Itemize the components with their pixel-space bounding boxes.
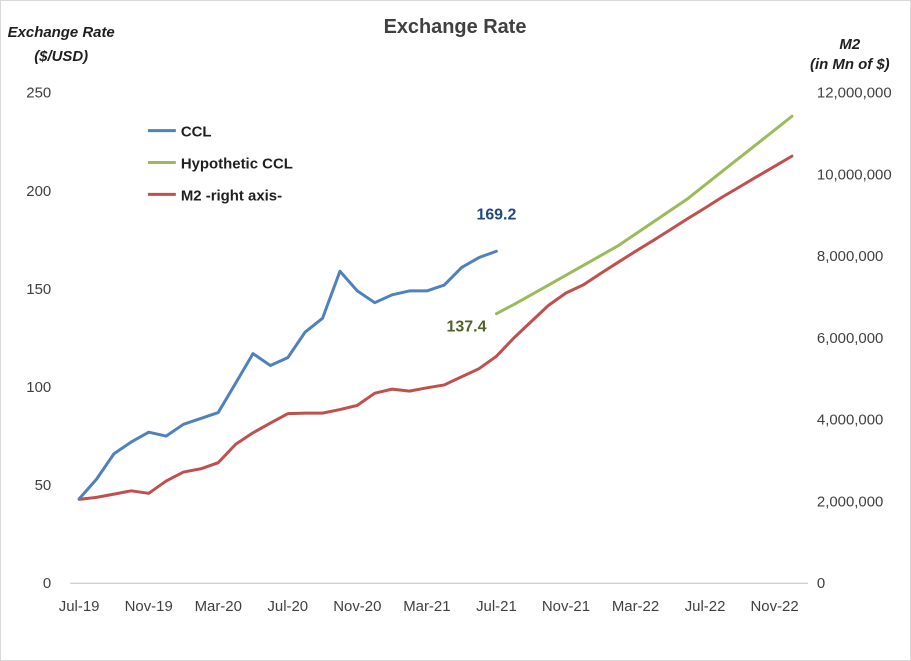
data-labels: 169.2 137.4	[447, 206, 517, 335]
right-tick-label: 8,000,000	[817, 248, 883, 265]
right-tick-label: 6,000,000	[817, 330, 883, 347]
legend-label-m2: M2 -right axis-	[181, 187, 282, 204]
data-label-ccl-end: 169.2	[476, 206, 516, 223]
x-tick-label: Nov-19	[125, 598, 173, 615]
series-lines	[77, 114, 794, 501]
right-axis-ticks: 0 2,000,000 4,000,000 6,000,000 8,000,000 10,…	[817, 85, 892, 593]
left-tick-label: 50	[35, 477, 52, 494]
data-label-hypothetic-start: 137.4	[447, 319, 487, 336]
left-tick-label: 100	[26, 379, 51, 396]
series-line-ccl	[77, 249, 498, 501]
series-line-m2	[77, 154, 794, 501]
right-tick-label: 10,000,000	[817, 166, 892, 183]
x-tick-label: Mar-22	[612, 598, 659, 615]
right-tick-label: 0	[817, 575, 825, 592]
left-axis-title-line1: Exchange Rate	[8, 24, 115, 41]
x-tick-label: Jul-19	[59, 598, 100, 615]
left-tick-label: 250	[26, 85, 51, 102]
left-tick-label: 0	[43, 575, 51, 592]
x-tick-label: Jul-22	[685, 598, 726, 615]
x-tick-label: Mar-21	[403, 598, 450, 615]
left-tick-label: 200	[26, 183, 51, 200]
x-tick-label: Nov-20	[333, 598, 381, 615]
x-tick-label: Nov-21	[542, 598, 590, 615]
x-tick-label: Jul-21	[476, 598, 517, 615]
legend-label-hypothetic-ccl: Hypothetic CCL	[181, 155, 293, 172]
series-line-hypothetic-ccl	[494, 114, 794, 316]
right-tick-label: 4,000,000	[817, 412, 883, 429]
left-axis-ticks: 0 50 100 150 200 250	[26, 85, 51, 593]
right-tick-label: 12,000,000	[817, 85, 892, 102]
right-axis-title-line2: (in Mn of $)	[810, 56, 890, 73]
x-axis-ticks: Jul-19 Nov-19 Mar-20 Jul-20 Nov-20 Mar-21 Jul-…	[59, 598, 799, 615]
x-tick-label: Jul-20	[267, 598, 308, 615]
right-tick-label: 2,000,000	[817, 493, 883, 510]
left-axis-title-line2: ($/USD)	[34, 48, 88, 65]
right-axis-title-line1: M2	[839, 36, 860, 53]
legend: CCL Hypothetic CCL M2 -right axis-	[147, 124, 293, 204]
x-tick-label: Nov-22	[751, 598, 799, 615]
x-tick-label: Mar-20	[195, 598, 242, 615]
left-tick-label: 150	[26, 281, 51, 298]
chart-title: Exchange Rate	[384, 16, 527, 38]
legend-label-ccl: CCL	[181, 124, 212, 141]
